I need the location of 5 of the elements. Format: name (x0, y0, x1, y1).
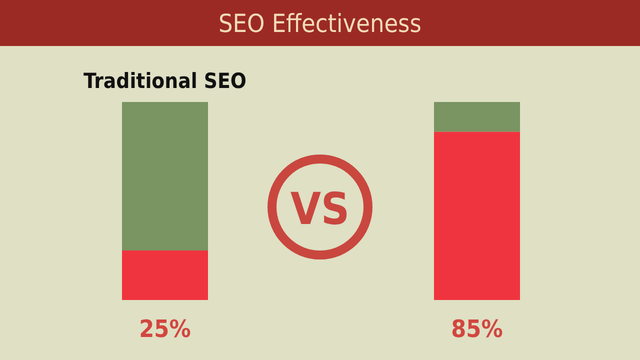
data-label: 25% (139, 315, 191, 343)
x-tick-label: Traditional SEO (84, 69, 246, 93)
chart-title: SEO Effectiveness (218, 9, 422, 38)
annotation: VS (290, 184, 350, 235)
data-label: 85% (451, 315, 503, 343)
